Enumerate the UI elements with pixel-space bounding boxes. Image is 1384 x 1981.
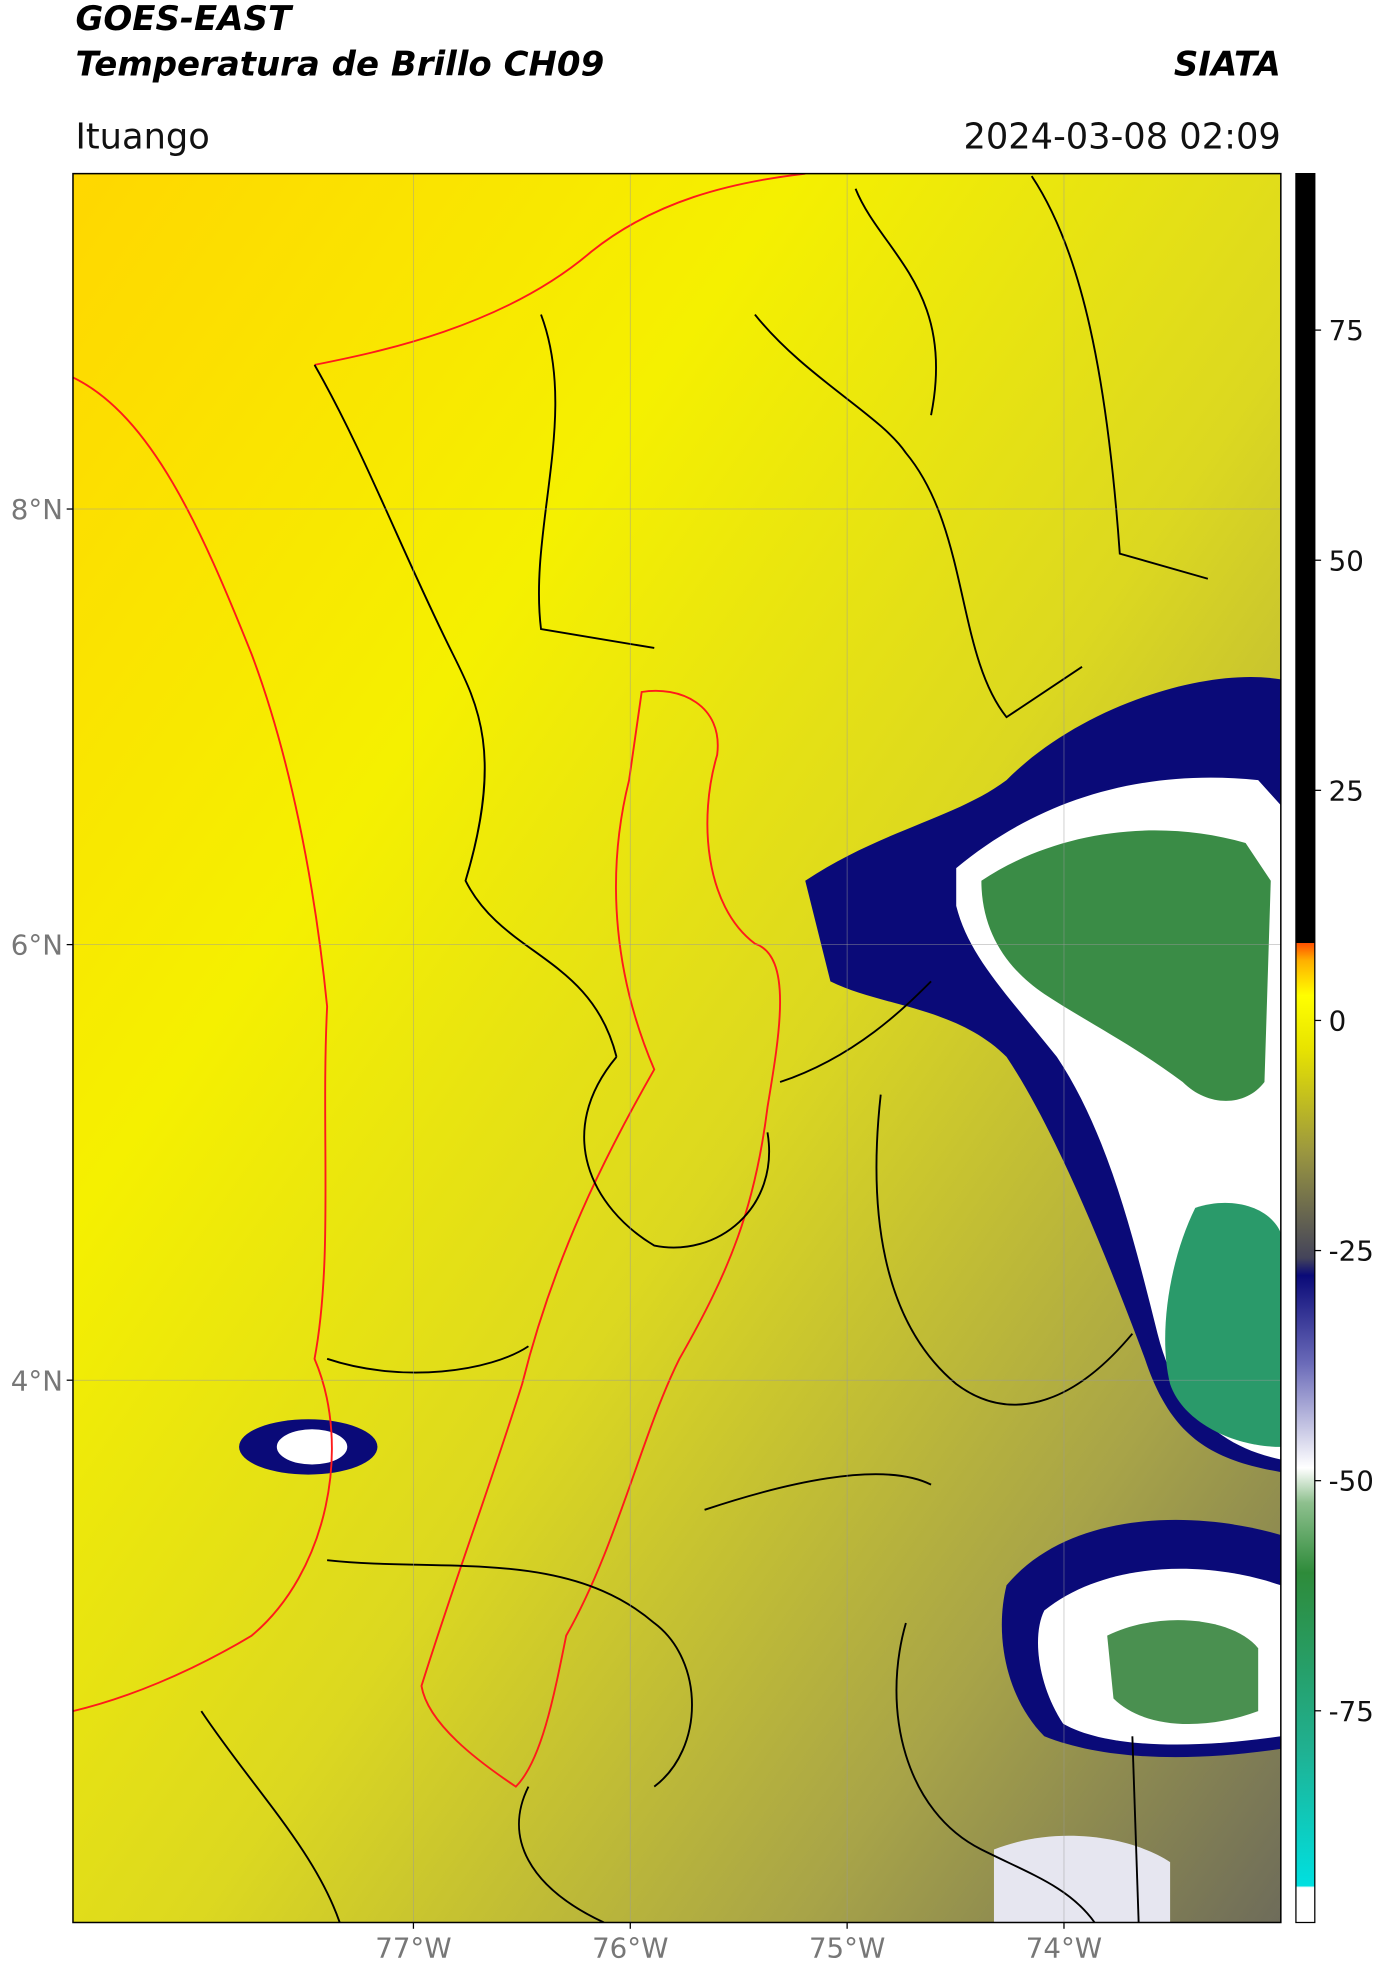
colorbar-tick-label: 25 <box>1329 774 1364 807</box>
colorbar-tick-label: -50 <box>1329 1465 1374 1498</box>
y-tick-label: 6°N <box>11 929 63 962</box>
colorbar-tick-label: 0 <box>1329 1005 1347 1038</box>
subtitle: Temperatura de Brillo CH09 <box>75 44 604 84</box>
colorbar-tick-label: 50 <box>1329 544 1364 577</box>
y-tick-label: 8°N <box>11 493 63 526</box>
y-tick-label: 4°N <box>11 1364 63 1397</box>
grid <box>72 173 1281 1923</box>
source: SIATA <box>1174 44 1281 84</box>
location: Ituango <box>75 116 209 157</box>
colorbar-tick-label: 75 <box>1329 314 1364 347</box>
x-tick-label: 75°W <box>809 1932 885 1965</box>
x-tick-label: 76°W <box>592 1932 668 1965</box>
colorbar-tick-label: -75 <box>1329 1695 1374 1728</box>
colorbar <box>1295 172 1316 1924</box>
x-tick-label: 74°W <box>1026 1932 1102 1965</box>
x-tick-label: 77°W <box>375 1932 451 1965</box>
map-frame <box>72 172 1282 1924</box>
map-image <box>72 173 1281 1923</box>
title: GOES-EAST <box>75 0 293 39</box>
timestamp: 2024-03-08 02:09 <box>963 116 1280 157</box>
colorbar-tick-label: -25 <box>1329 1235 1374 1268</box>
